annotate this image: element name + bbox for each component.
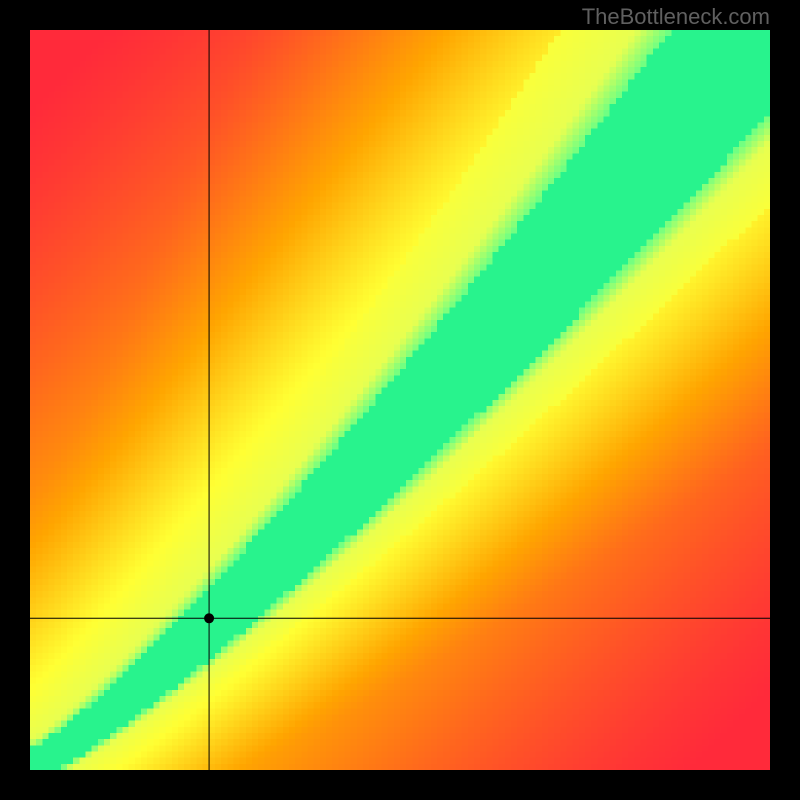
- crosshair-dot: [204, 613, 214, 623]
- crosshair-overlay: [30, 30, 770, 770]
- attribution-label: TheBottleneck.com: [582, 4, 770, 30]
